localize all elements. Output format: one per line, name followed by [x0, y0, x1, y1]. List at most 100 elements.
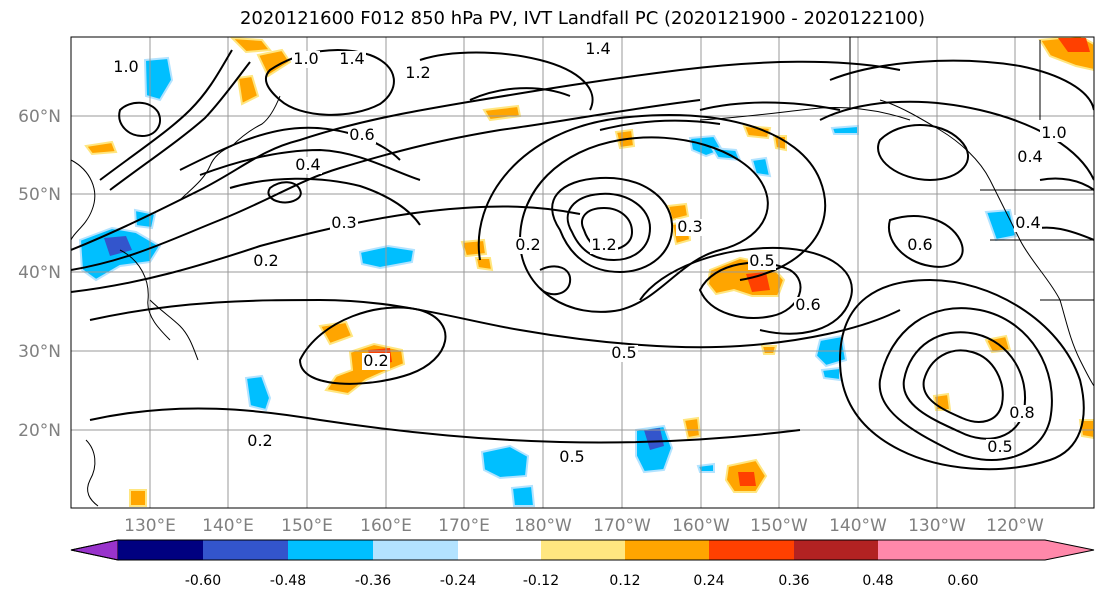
positive-patch: [84, 140, 118, 156]
contour-label: 0.3: [677, 217, 702, 236]
negative-patch: [510, 484, 536, 507]
map-content: 1.0 1.4 1.2 1.4 1.0 0.6 0.4 0.3 0.2 0.2 0.2 0.5 0.3 0…: [71, 37, 1094, 508]
contour-label: 0.6: [907, 235, 932, 254]
contour-label: 0.2: [253, 251, 278, 270]
positive-patch: [1058, 38, 1090, 52]
lon-label: 170°W: [593, 516, 651, 536]
contour-label-bg: [330, 215, 358, 232]
contour-label-bg: [348, 127, 376, 144]
contour-label: 0.8: [1009, 403, 1034, 422]
colorbar-tick-label: 0.48: [862, 573, 893, 589]
contour-label: 0.4: [1017, 147, 1042, 166]
contour-label: 0.6: [349, 125, 374, 144]
lat-label: 40°N: [18, 263, 61, 283]
contour-label-bg: [610, 345, 638, 362]
negative-patch: [830, 124, 859, 135]
contour-label: 0.5: [749, 251, 774, 270]
contour-label: 0.3: [331, 213, 356, 232]
colorbar-swatch: [794, 540, 878, 560]
contour-label-bg: [404, 65, 432, 82]
coastlines: [71, 37, 1094, 507]
colorbar-tick-label: -0.60: [185, 573, 221, 589]
contour-label-bg: [558, 449, 586, 466]
contour-label: 0.5: [611, 343, 636, 362]
contour-label-bg: [112, 59, 140, 76]
lon-label: 150°W: [750, 516, 808, 536]
colorbar-swatch: [458, 540, 541, 560]
lat-label: 20°N: [18, 421, 61, 441]
negative-patch: [480, 444, 530, 480]
positive-patch: [460, 238, 488, 258]
lat-label: 60°N: [18, 107, 61, 127]
contour-label-bg: [514, 237, 542, 254]
negative-patch: [358, 244, 416, 270]
colorbar-tick-label: 0.60: [947, 573, 978, 589]
positive-patch: [1078, 419, 1094, 440]
colorbar-tick-label: -0.36: [355, 573, 391, 589]
contour-label: 1.0: [113, 57, 138, 76]
contour-label-bg: [676, 219, 704, 236]
contour-label: 0.2: [363, 351, 388, 370]
gridlines: [71, 37, 1094, 508]
contour-label-bg: [252, 253, 280, 270]
colorbar-swatch: [878, 540, 963, 560]
colorbar-extend-max: [963, 540, 1094, 560]
contour-label-bg: [590, 237, 618, 254]
colorbar-outline: [70, 539, 1095, 561]
colorbar-swatch: [118, 540, 203, 560]
colorbar-swatch: [373, 540, 458, 560]
colorbar-tick-label: -0.12: [523, 573, 559, 589]
lon-label: 130°W: [908, 516, 966, 536]
contour-label-bg: [294, 157, 322, 174]
contour-label: 0.4: [295, 155, 320, 174]
contour-label: 0.4: [1015, 213, 1040, 232]
positive-patch: [682, 416, 702, 440]
negative-patch: [820, 366, 841, 382]
contour-label-bg: [986, 439, 1014, 456]
positive-patch: [742, 124, 772, 140]
lon-label: 140°E: [202, 516, 254, 536]
contour-label: 1.0: [1041, 123, 1066, 142]
contour-label-bg: [1040, 125, 1068, 142]
negative-patch: [644, 428, 664, 450]
lon-label: 140°W: [829, 516, 887, 536]
contour-label: 0.5: [987, 437, 1012, 456]
positive-patch: [129, 489, 147, 507]
negative-patch: [750, 156, 772, 178]
contour-label: 0.2: [247, 431, 272, 450]
contour-label: 0.5: [559, 447, 584, 466]
negative-patch: [143, 56, 174, 102]
colorbar-swatch: [288, 540, 373, 560]
contour-labels: 1.0 1.4 1.2 1.4 1.0 0.6 0.4 0.3 0.2 0.2 0.2 0.5 0.3 0…: [112, 39, 1068, 466]
lat-label: 50°N: [18, 185, 61, 205]
positive-patch: [229, 37, 272, 54]
contour-label-bg: [1008, 405, 1036, 422]
contour-label-bg: [1014, 215, 1042, 232]
contour-label-bg: [292, 51, 320, 68]
positive-patch: [474, 257, 494, 272]
negative-patch: [244, 374, 272, 412]
lat-label: 30°N: [18, 342, 61, 362]
map-frame: [70, 36, 1095, 509]
lon-label: 120°W: [986, 516, 1044, 536]
contour-label-bg: [794, 297, 822, 314]
contour-label: 1.0: [293, 49, 318, 68]
colorbar: -0.60 -0.48 -0.36 -0.24 -0.12 0.12 0.24 …: [70, 539, 1095, 589]
contour-label: 0.6: [795, 295, 820, 314]
contour-label: 1.4: [585, 39, 610, 58]
lon-label: 170°E: [438, 516, 490, 536]
positive-patch: [256, 48, 292, 78]
lon-label: 130°E: [124, 516, 176, 536]
contour-label: 0.2: [515, 235, 540, 254]
negative-patch: [635, 424, 674, 474]
colorbar-tick-label: 0.12: [609, 573, 640, 589]
lon-label: 150°E: [281, 516, 333, 536]
contour-label: 1.4: [339, 49, 364, 68]
contour-label-bg: [362, 353, 390, 370]
lon-label: 160°E: [360, 516, 412, 536]
colorbar-swatch: [625, 540, 709, 560]
positive-patch: [738, 472, 756, 486]
negative-patch: [104, 236, 132, 256]
longitude-labels: 130°E 140°E 150°E 160°E 170°E 180°W 170°…: [124, 516, 1044, 536]
